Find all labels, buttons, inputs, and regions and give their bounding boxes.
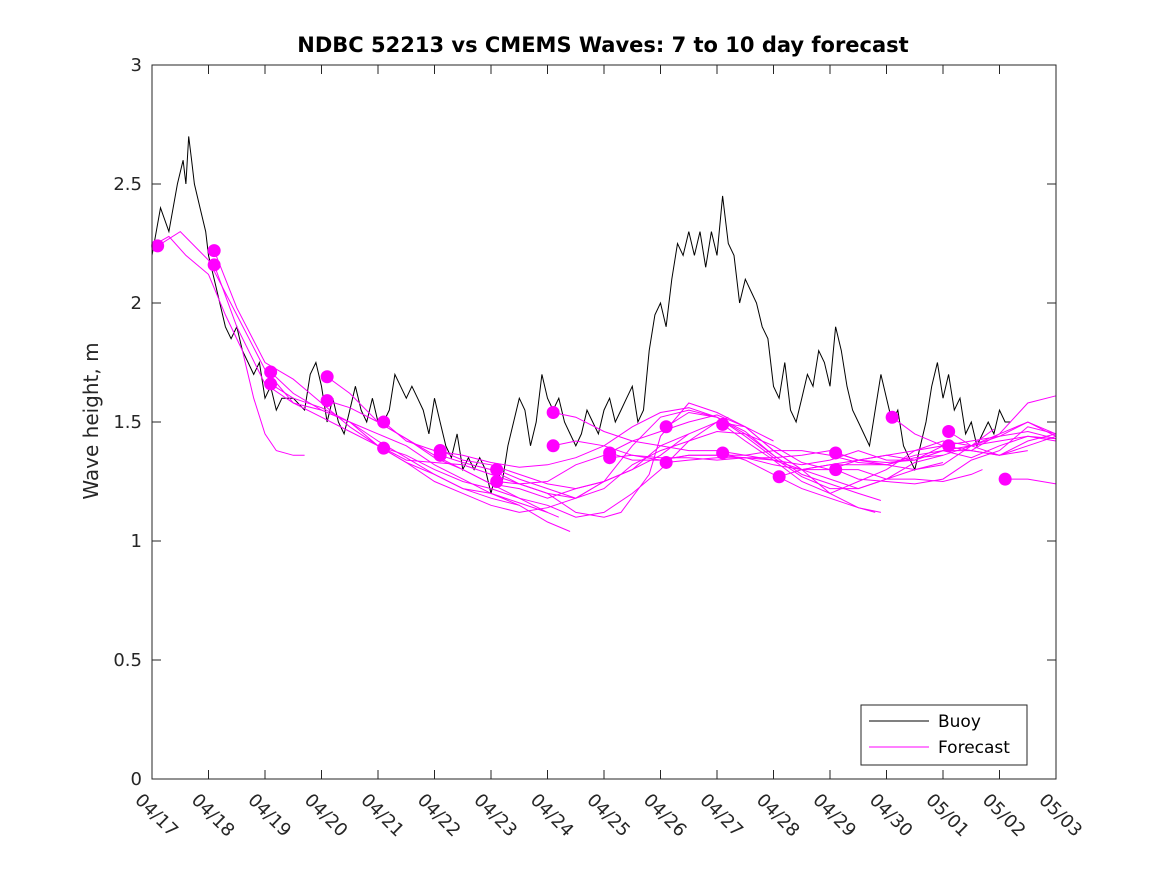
forecast-marker-14 xyxy=(546,405,560,419)
forecast-marker-7 xyxy=(320,394,334,408)
forecast-marker-21 xyxy=(716,446,730,460)
x-tick-label: 04/21 xyxy=(356,790,408,842)
forecast-line-2 xyxy=(151,235,305,456)
forecast-marker-12 xyxy=(490,463,504,477)
forecast-marker-9 xyxy=(377,441,391,455)
x-tick-label: 04/20 xyxy=(300,790,352,842)
forecast-line-24 xyxy=(835,435,1057,464)
forecast-marker-19 xyxy=(659,455,673,469)
plot-area xyxy=(152,65,1056,779)
forecast-line-5 xyxy=(270,371,605,513)
forecast-line-14 xyxy=(496,402,944,518)
x-tick-label: 04/25 xyxy=(582,790,634,842)
x-tick-label: 04/28 xyxy=(752,790,804,842)
legend-box xyxy=(860,704,1028,766)
forecast-marker-5 xyxy=(264,377,278,391)
y-tick-label: 0.5 xyxy=(113,650,142,671)
y-tick-label: 0 xyxy=(131,769,142,790)
x-tick-label: 04/18 xyxy=(187,790,239,842)
forecast-line-27 xyxy=(948,431,1057,456)
forecast-marker-28 xyxy=(998,472,1012,486)
forecast-marker-26 xyxy=(942,425,956,439)
x-tick-label: 04/24 xyxy=(526,790,578,842)
forecast-marker-25 xyxy=(885,410,899,424)
x-tick-label: 05/02 xyxy=(978,790,1030,842)
forecast-marker-18 xyxy=(659,420,673,434)
forecast-line-8 xyxy=(326,400,729,518)
forecast-marker-15 xyxy=(546,439,560,453)
y-tick-label: 2 xyxy=(131,293,142,314)
x-tick-label: 04/19 xyxy=(243,790,295,842)
forecast-marker-27 xyxy=(942,439,956,453)
y-tick-label: 2.5 xyxy=(113,174,142,195)
legend: Buoy Forecast xyxy=(860,704,1028,766)
forecast-marker-17 xyxy=(603,451,617,465)
forecast-line-28 xyxy=(1005,478,1057,485)
x-tick-label: 04/30 xyxy=(865,790,917,842)
forecast-markers xyxy=(151,239,1012,488)
x-tick-label: 04/17 xyxy=(130,790,182,842)
forecast-marker-2 xyxy=(207,244,221,258)
x-tick-label: 04/26 xyxy=(639,790,691,842)
forecast-line-3 xyxy=(213,250,559,518)
x-tick-label: 05/01 xyxy=(921,790,973,842)
forecast-marker-22 xyxy=(772,470,786,484)
forecast-marker-4 xyxy=(264,365,278,379)
forecast-marker-8 xyxy=(377,415,391,429)
plot-background xyxy=(152,65,1056,779)
forecast-marker-20 xyxy=(716,417,730,431)
y-tick-label: 1.5 xyxy=(113,412,142,433)
forecast-line-21 xyxy=(722,423,1057,494)
forecast-marker-13 xyxy=(490,475,504,488)
forecast-line-26 xyxy=(891,416,1057,456)
y-tick-label: 1 xyxy=(131,531,142,552)
x-tick-label: 04/29 xyxy=(808,790,860,842)
forecast-marker-24 xyxy=(829,463,843,477)
forecast-marker-23 xyxy=(829,446,843,460)
forecast-line-6 xyxy=(270,383,520,506)
forecast-line-16 xyxy=(552,428,995,471)
forecast-series xyxy=(151,230,1057,532)
legend-buoy-label: Buoy xyxy=(938,712,981,732)
x-tick-label: 05/03 xyxy=(1034,790,1086,842)
forecast-marker-3 xyxy=(207,258,221,272)
x-tick-label: 04/22 xyxy=(413,790,465,842)
forecast-marker-1 xyxy=(151,239,165,253)
forecast-marker-6 xyxy=(320,370,334,384)
forecast-line-13 xyxy=(496,430,882,501)
forecast-line-25 xyxy=(835,426,1057,485)
y-tick-label: 3 xyxy=(131,55,142,76)
forecast-line-22 xyxy=(722,452,882,513)
legend-forecast-label: Forecast xyxy=(938,738,1010,758)
y-axis-label: Wave height, m xyxy=(79,342,103,499)
forecast-line-10 xyxy=(383,414,774,485)
chart-title: NDBC 52213 vs CMEMS Waves: 7 to 10 day f… xyxy=(297,33,908,57)
x-tick-label: 04/23 xyxy=(469,790,521,842)
x-tick-label: 04/27 xyxy=(695,790,747,842)
forecast-marker-11 xyxy=(433,448,447,462)
